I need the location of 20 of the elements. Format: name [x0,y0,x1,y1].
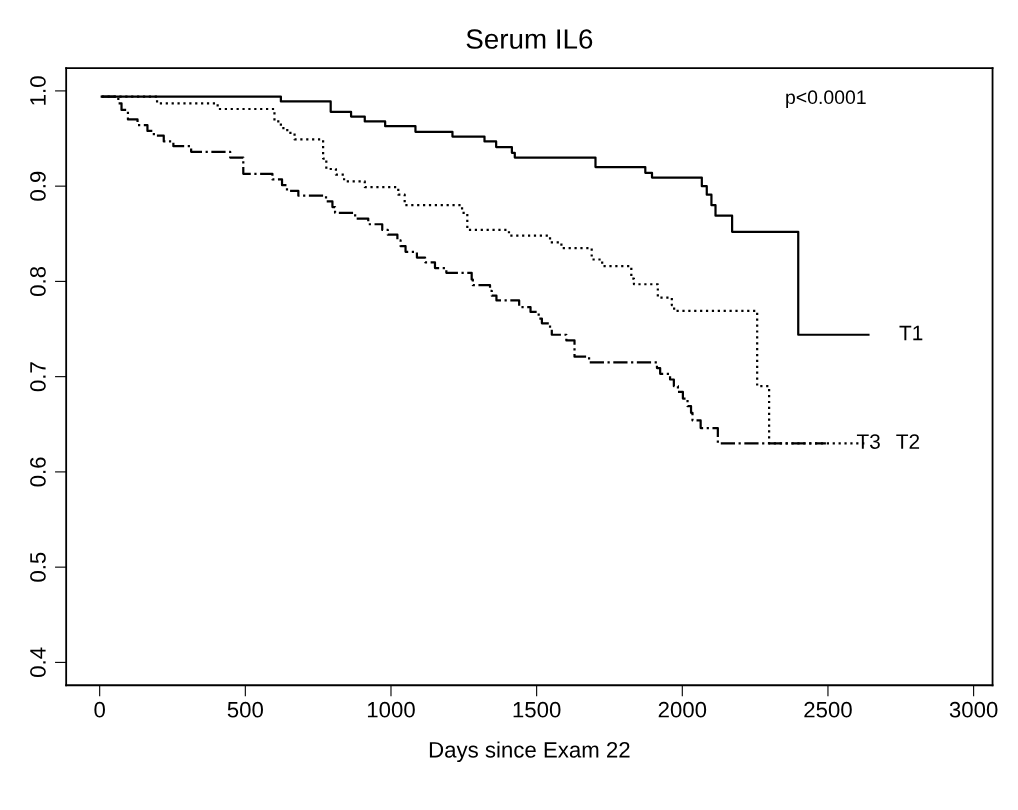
x-tick-label: 2500 [804,701,852,718]
x-tick-label: 1500 [513,701,561,718]
x-tick-label: 1000 [367,701,415,718]
chart-title: Serum IL6 [466,29,593,49]
y-tick-label: 0.9 [30,171,46,201]
y-tick-label: 0.5 [30,552,46,582]
series-label: T1 [899,325,923,341]
series-label: T3 [856,434,880,449]
x-tick-label: 500 [227,701,263,718]
x-tick-label: 0 [94,701,105,718]
y-tick-label: 0.7 [30,362,46,392]
x-tick-label: 3000 [949,701,998,718]
y-tick-label: 1.0 [30,76,46,105]
y-tick-label: 0.6 [30,457,46,487]
y-tick-label: 0.8 [30,266,46,296]
x-tick-label: 2000 [658,701,707,718]
y-tick-label: 0.4 [30,647,46,677]
series-label: T2 [896,434,920,449]
annotation: p<0.0001 [786,90,866,108]
x-axis-title: Days since Exam 22 [429,741,630,763]
